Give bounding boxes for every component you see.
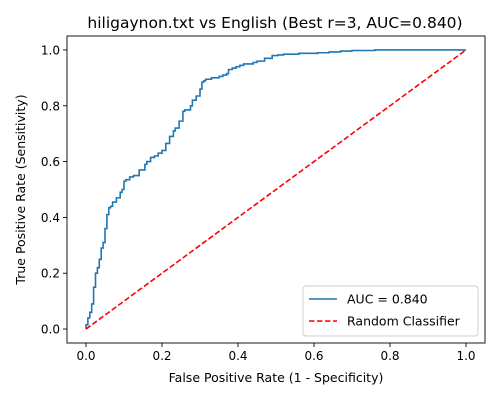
y-axis-label: True Positive Rate (Sensitivity) <box>13 94 28 285</box>
legend-box <box>302 285 479 337</box>
legend-label-auc: AUC = 0.840 <box>347 292 428 307</box>
y-axis-ticks: 0.0 0.2 0.4 0.6 0.8 1.0 <box>41 43 67 337</box>
roc-curve-line <box>85 49 466 330</box>
x-tick-label: 0.6 <box>304 349 323 363</box>
x-tick-label: 0.4 <box>228 349 247 363</box>
y-tick-label: 0.2 <box>41 267 60 281</box>
plot-area <box>66 35 486 344</box>
x-tick-label: 0.0 <box>76 349 95 363</box>
x-axis-label: False Positive Rate (1 - Specificity) <box>169 370 384 385</box>
y-tick-label: 0.0 <box>41 323 60 337</box>
x-tick-label: 0.8 <box>380 349 399 363</box>
y-tick-label: 0.4 <box>41 211 60 225</box>
series-layer <box>85 49 467 330</box>
chart-title: hiligaynon.txt vs English (Best r=3, AUC… <box>87 14 462 32</box>
plot-border <box>66 35 486 344</box>
y-tick-label: 0.6 <box>41 155 60 169</box>
y-tick-label: 1.0 <box>41 43 60 57</box>
x-tick-label: 0.2 <box>152 349 171 363</box>
y-tick-label: 0.8 <box>41 99 60 113</box>
random-classifier-line <box>85 49 467 330</box>
x-axis-ticks: 0.0 0.2 0.4 0.6 0.8 1.0 <box>76 343 476 363</box>
x-tick-label: 1.0 <box>456 349 475 363</box>
legend-label-random: Random Classifier <box>347 314 461 329</box>
legend: AUC = 0.840 Random Classifier <box>302 285 479 337</box>
